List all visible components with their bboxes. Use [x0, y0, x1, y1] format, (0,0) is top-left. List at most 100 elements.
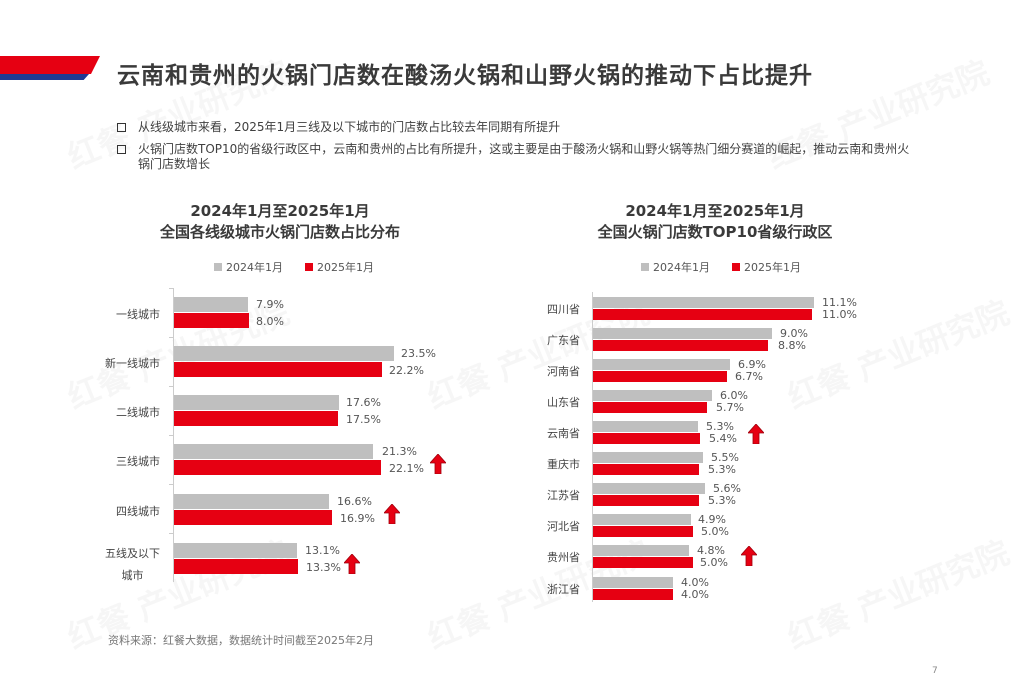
bullet-list: 从线级城市来看，2025年1月三线及以下城市的门店数占比较去年同期有所提升 火锅…: [117, 120, 917, 179]
bar-2024: [174, 494, 329, 509]
axis-tick: [169, 386, 173, 387]
value-label-2025: 5.0%: [701, 525, 729, 538]
value-label-2025: 6.7%: [735, 370, 763, 383]
bullet-text: 从线级城市来看，2025年1月三线及以下城市的门店数占比较去年同期有所提升: [138, 120, 561, 134]
legend-label: 2024年1月: [226, 261, 283, 274]
page-number: 7: [932, 666, 938, 676]
value-label-2024: 5.5%: [711, 451, 739, 464]
value-label-2024: 5.3%: [706, 420, 734, 433]
bar-2025: [174, 510, 332, 525]
legend-item-2024: 2024年1月: [641, 259, 710, 275]
legend-label: 2025年1月: [317, 261, 374, 274]
bar-2024: [174, 444, 373, 459]
bar-2024: [593, 390, 712, 401]
axis-tick: [169, 533, 173, 534]
value-label-2024: 21.3%: [382, 445, 417, 458]
bar-2025: [174, 411, 338, 426]
legend-label: 2024年1月: [653, 261, 710, 274]
bar-2024: [593, 328, 772, 339]
bar-2025: [174, 460, 381, 475]
row-label: 河北省: [547, 520, 580, 533]
bar-2024: [593, 359, 730, 370]
data-source-note: 资料来源：红餐大数据，数据统计时间截至2025年2月: [108, 634, 374, 647]
bar-2024: [174, 543, 297, 558]
bullet-item: 从线级城市来看，2025年1月三线及以下城市的门店数占比较去年同期有所提升: [117, 120, 917, 135]
right-chart-legend: 2024年1月 2025年1月: [641, 259, 801, 275]
row-label: 山东省: [547, 396, 580, 409]
value-label-2025: 8.0%: [256, 315, 284, 328]
legend-swatch-gray: [641, 263, 649, 271]
right-chart-title: 2024年1月至2025年1月 全国火锅门店数TOP10省级行政区: [555, 201, 875, 243]
value-label-2025: 17.5%: [346, 413, 381, 426]
row-label: 新一线城市: [105, 357, 160, 370]
up-arrow-icon: [748, 424, 764, 444]
bar-2024: [593, 452, 703, 463]
value-label-2025: 5.7%: [716, 401, 744, 414]
value-label-2025: 5.3%: [708, 494, 736, 507]
bar-2024: [593, 297, 814, 308]
value-label-2025: 5.4%: [709, 432, 737, 445]
bar-2024: [593, 514, 691, 525]
row-label: 广东省: [547, 334, 580, 347]
value-label-2025: 22.1%: [389, 462, 424, 475]
left-chart-legend: 2024年1月 2025年1月: [214, 259, 374, 275]
legend-label: 2025年1月: [744, 261, 801, 274]
up-arrow-icon: [430, 454, 446, 474]
row-label: 浙江省: [547, 583, 580, 596]
row-label-line1: 五线及以下: [105, 547, 160, 560]
bar-2024: [593, 421, 698, 432]
square-bullet-icon: [117, 145, 126, 154]
bar-2025: [593, 464, 699, 475]
bar-2025: [593, 526, 693, 537]
row-label: 五线及以下 城市: [105, 543, 160, 587]
axis-tick: [169, 484, 173, 485]
value-label-2025: 22.2%: [389, 364, 424, 377]
bar-2025: [174, 313, 249, 328]
bar-2025: [593, 433, 700, 444]
value-label-2025: 5.0%: [700, 556, 728, 569]
bar-2025: [593, 402, 707, 413]
value-label-2024: 4.8%: [697, 544, 725, 557]
bullet-text: 火锅门店数TOP10的省级行政区中，云南和贵州的占比有所提升，这或主要是由于酸汤…: [138, 142, 910, 171]
row-label: 四川省: [547, 303, 580, 316]
right-chart-title-line2: 全国火锅门店数TOP10省级行政区: [597, 223, 833, 241]
legend-swatch-gray: [214, 263, 222, 271]
row-label: 贵州省: [547, 551, 580, 564]
watermark: 红餐 产业研究院: [780, 528, 1015, 659]
row-label: 河南省: [547, 365, 580, 378]
bar-2024: [174, 346, 394, 361]
left-chart-title-line2: 全国各线级城市火锅门店数占比分布: [159, 223, 400, 241]
square-bullet-icon: [117, 123, 126, 132]
up-arrow-icon: [344, 554, 360, 574]
value-label-2024: 6.9%: [738, 358, 766, 371]
row-label: 四线城市: [116, 505, 160, 518]
value-label-2024: 16.6%: [337, 495, 372, 508]
left-chart-title: 2024年1月至2025年1月 全国各线级城市火锅门店数占比分布: [120, 201, 440, 243]
bar-2025: [593, 495, 699, 506]
value-label-2024: 6.0%: [720, 389, 748, 402]
bar-2024: [593, 577, 673, 588]
value-label-2025: 11.0%: [822, 308, 857, 321]
right-chart-title-line1: 2024年1月至2025年1月: [625, 202, 805, 220]
page-title: 云南和贵州的火锅门店数在酸汤火锅和山野火锅的推动下占比提升: [117, 63, 813, 89]
row-label: 二线城市: [116, 406, 160, 419]
bar-2025: [593, 371, 727, 382]
value-label-2024: 5.6%: [713, 482, 741, 495]
bar-2025: [593, 589, 673, 600]
bar-2025: [593, 557, 693, 568]
bar-2025: [593, 340, 768, 351]
bar-2024: [593, 545, 689, 556]
watermark: 红餐 产业研究院: [780, 288, 1015, 419]
legend-swatch-red: [732, 263, 740, 271]
value-label-2025: 5.3%: [708, 463, 736, 476]
left-chart-title-line1: 2024年1月至2025年1月: [190, 202, 370, 220]
value-label-2024: 9.0%: [780, 327, 808, 340]
value-label-2025: 16.9%: [340, 512, 375, 525]
legend-item-2025: 2025年1月: [732, 259, 801, 275]
legend-item-2025: 2025年1月: [305, 259, 374, 275]
value-label-2024: 13.1%: [305, 544, 340, 557]
up-arrow-icon: [384, 504, 400, 524]
value-label-2025: 4.0%: [681, 588, 709, 601]
value-label-2024: 4.9%: [698, 513, 726, 526]
header-banner-red: [0, 56, 100, 74]
